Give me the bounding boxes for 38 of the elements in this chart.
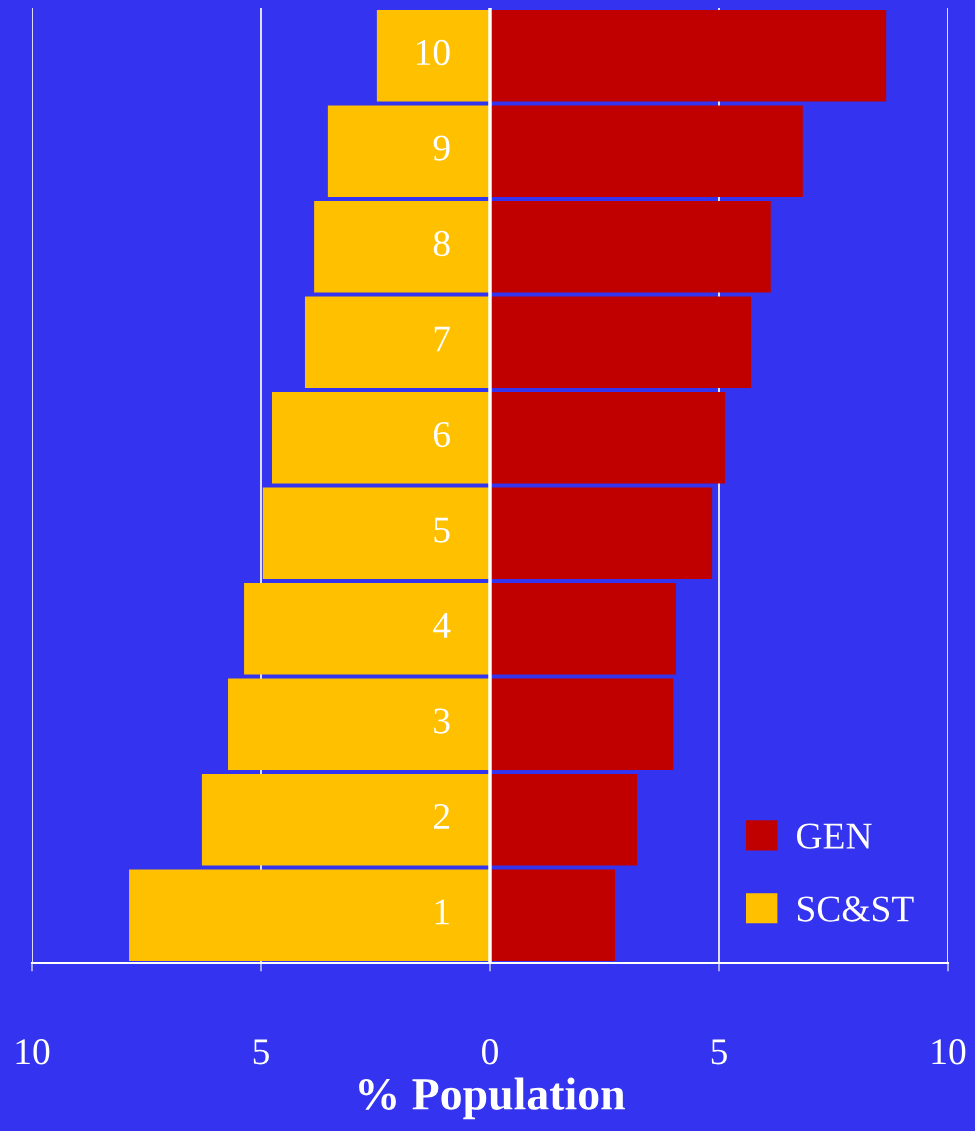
y-tick-label: 2	[434, 803, 450, 829]
x-tick-label: 10	[932, 1039, 966, 1065]
y-tick-label: 10	[416, 39, 450, 66]
y-tick-label: 6	[433, 421, 450, 448]
x-tick-label: 5	[711, 1039, 727, 1065]
bar	[490, 487, 713, 580]
bar	[490, 582, 676, 675]
y-tick-label: 3	[434, 708, 450, 734]
y-tick-label: 1	[435, 899, 449, 925]
bar	[304, 296, 490, 389]
y-tick-label: 4	[433, 613, 451, 638]
bar	[490, 869, 616, 962]
bar	[228, 678, 490, 771]
legend-label: GEN	[797, 823, 872, 849]
x-tick-label: 0	[482, 1039, 498, 1065]
bar	[376, 9, 490, 102]
x-axis-title: % Population	[359, 1077, 625, 1120]
bar	[490, 678, 674, 771]
x-tick-label: 10	[16, 1039, 50, 1065]
y-tick-label: 9	[433, 135, 450, 161]
x-tick-label: 5	[253, 1039, 269, 1065]
bar	[490, 9, 887, 102]
bar	[271, 391, 490, 484]
bar	[244, 582, 490, 675]
y-tick-label: 5	[434, 517, 450, 543]
bar	[490, 200, 771, 293]
bar	[201, 773, 490, 866]
bar	[327, 105, 490, 198]
bar	[129, 869, 490, 962]
bar	[262, 487, 490, 580]
bar	[490, 105, 803, 198]
bar	[490, 773, 638, 866]
bar	[490, 391, 725, 484]
bar	[314, 200, 490, 293]
y-tick-label: 8	[433, 230, 450, 257]
bar	[490, 296, 752, 389]
y-tick-label: 7	[434, 326, 451, 352]
legend-label: SC&ST	[797, 896, 914, 922]
